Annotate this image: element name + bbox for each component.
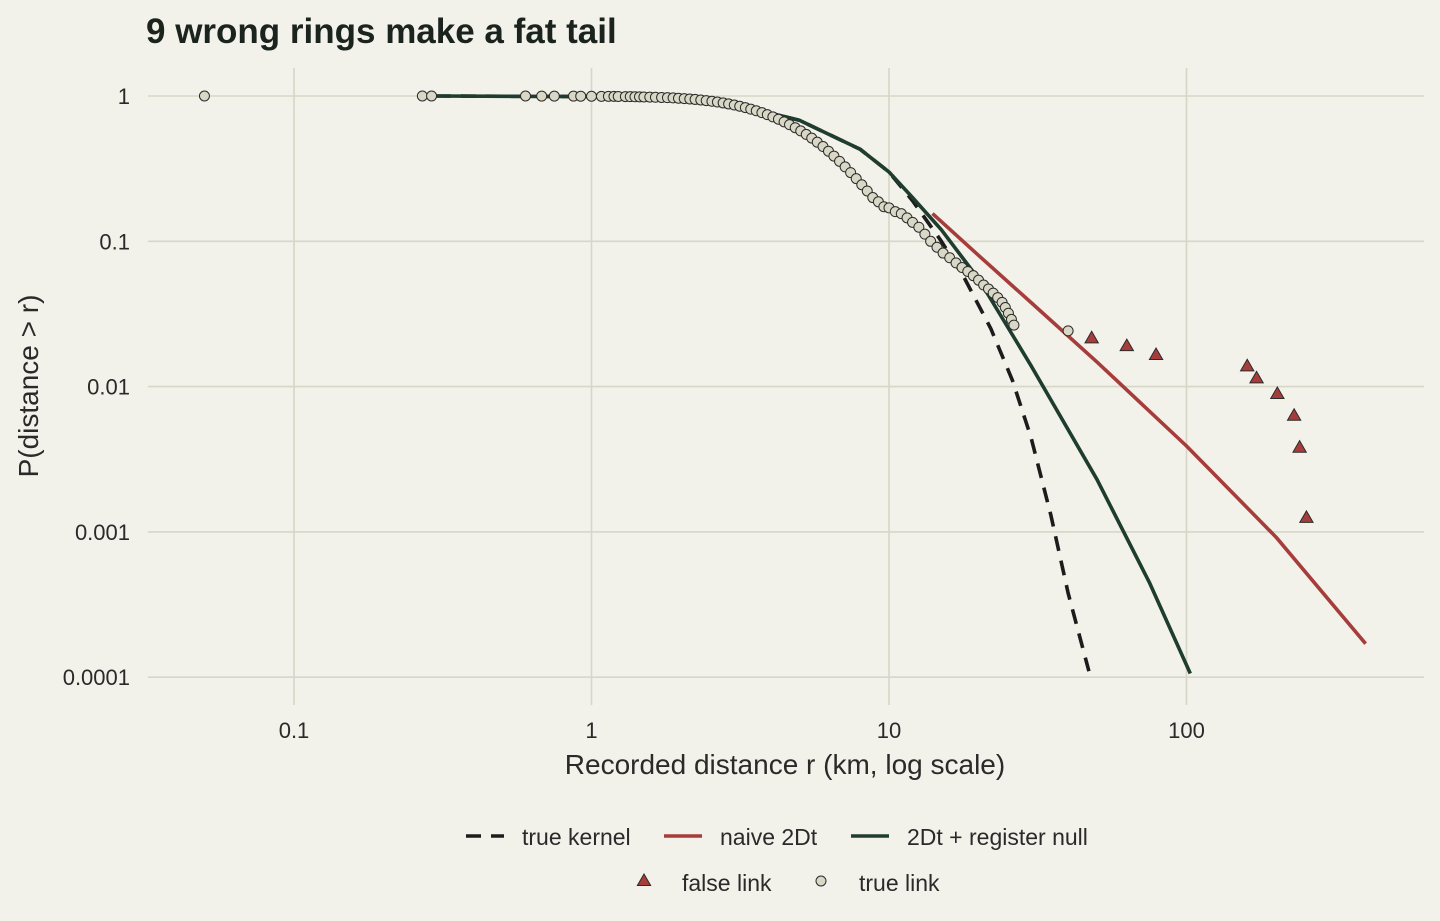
false-link-point (1298, 509, 1314, 523)
true-link-point (536, 90, 548, 102)
true-link-point (520, 90, 531, 102)
x-tick-label: 0.1 (279, 718, 310, 743)
legend-key-false-link (636, 872, 652, 887)
y-tick-label: 0.1 (99, 229, 130, 254)
true-link-point (548, 90, 560, 102)
chart-title: 9 wrong rings make a fat tail (146, 12, 617, 51)
y-tick-label: 0.01 (87, 375, 130, 400)
legend-label-false-link: false link (682, 870, 772, 896)
true-link-point (426, 90, 438, 102)
false-link-point (1269, 385, 1285, 400)
legend-label-2dt-register-null: 2Dt + register null (907, 824, 1088, 850)
false-link-point (1148, 346, 1164, 361)
line-true-kernel (435, 94, 1091, 672)
data-points (198, 90, 1314, 523)
true-link-point (198, 90, 210, 102)
true-link-point (575, 90, 587, 102)
true-link-point (586, 90, 597, 102)
false-link-point (1084, 330, 1100, 344)
y-tick-labels: 1 0.1 0.01 0.001 0.0001 (63, 84, 130, 690)
x-axis-title: Recorded distance r (km, log scale) (565, 749, 1005, 780)
true-link-point (416, 90, 428, 102)
x-tick-labels: 0.1 1 10 100 (279, 718, 1205, 743)
x-tick-label: 100 (1168, 718, 1205, 743)
y-tick-label: 1 (118, 84, 130, 109)
false-link-point (1292, 439, 1308, 453)
false-link-point (1249, 370, 1265, 384)
line-naive-2dt (931, 212, 1367, 645)
legend-label-naive-2dt: naive 2Dt (720, 824, 818, 850)
true-link-point (919, 228, 931, 240)
x-tick-label: 10 (877, 718, 901, 743)
line-2dt-register-null (435, 94, 1192, 675)
true-link-point (913, 221, 925, 233)
legend-label-true-link: true link (859, 870, 940, 896)
y-tick-label: 0.001 (75, 520, 130, 545)
legend-label-true-kernel: true kernel (522, 824, 631, 850)
grid-lines (148, 68, 1424, 705)
y-tick-label: 0.0001 (63, 665, 130, 690)
false-link-point (1239, 358, 1255, 372)
legend-key-true-link (815, 875, 827, 887)
legend: true kernel naive 2Dt 2Dt + register null f… (466, 824, 1088, 896)
true-link-point (1062, 325, 1074, 337)
false-link-point (1286, 407, 1302, 421)
false-link-point (1119, 338, 1135, 352)
series-lines (435, 94, 1367, 675)
y-axis-title: P(distance > r) (13, 295, 44, 478)
x-tick-label: 1 (585, 718, 597, 743)
true-link-point (1008, 319, 1020, 331)
